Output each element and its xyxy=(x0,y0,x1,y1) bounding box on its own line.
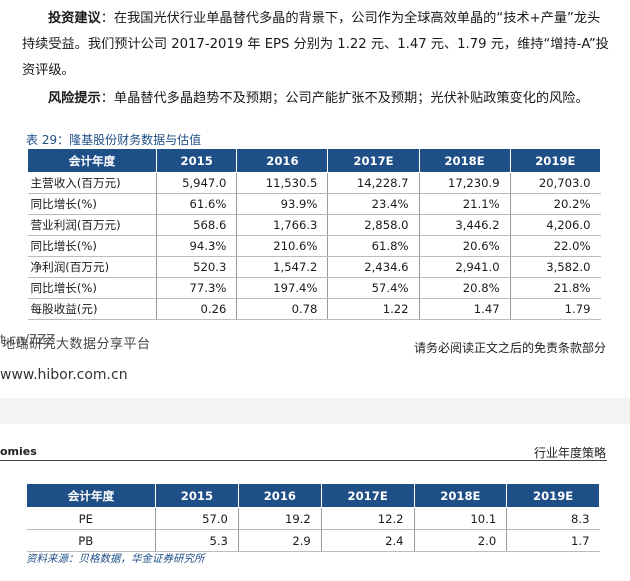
table-cell: 2,858.0 xyxy=(327,214,420,236)
table-cell: 57.4% xyxy=(327,277,420,299)
table-cell: 61.6% xyxy=(155,193,237,215)
table-cell: 20.8% xyxy=(418,277,511,299)
row-label: 每股收益(元) xyxy=(27,298,157,320)
table-row: 净利润(百万元) 520.3 1,547.2 2,434.6 2,941.0 3,582.… xyxy=(27,256,601,278)
row-label: 主营收入(百万元) xyxy=(27,172,157,194)
investment-advice-text: ：在我国光伏行业单晶替代多晶的背景下，公司作为全球高效单晶的“技术+产量”龙头持… xyxy=(22,11,609,78)
table-cell: 77.3% xyxy=(155,277,237,299)
table-cell: 2.9 xyxy=(237,529,322,552)
financial-table: 会计年度 2015 2016 2017E 2018E 2019E 主营收入(百万元) 5,9… xyxy=(27,148,602,320)
header-cell-year: 2018E xyxy=(418,148,511,173)
table-row: 同比增长(%) 77.3% 197.4% 57.4% 20.8% 21.8% xyxy=(27,277,601,299)
table-row: 营业利润(百万元) 568.6 1,766.3 2,858.0 3,446.2 4,206… xyxy=(27,214,601,236)
table-cell: 0.26 xyxy=(155,298,237,320)
table-cell: 12.2 xyxy=(320,507,415,530)
table-cell: 8.3 xyxy=(506,507,600,530)
investment-advice-label: 投资建议 xyxy=(48,11,101,26)
header-cell-year: 2015 xyxy=(155,148,238,173)
table-cell: 20.2% xyxy=(509,193,601,215)
table-cell: 1.79 xyxy=(509,298,601,320)
risk-warning-text: ：单晶替代多晶趋势不及预期；公司产能扩张不及预期；光伏补贴政策变化的风险。 xyxy=(100,91,589,106)
table-cell: 0.78 xyxy=(236,298,328,320)
valuation-table-body: PE 57.0 19.2 12.2 10.1 8.3 PB 5.3 2.9 2.4 2.0 1.7 xyxy=(26,507,600,552)
header-cell-year: 2016 xyxy=(237,483,322,508)
table-cell: 10.1 xyxy=(413,507,507,530)
table-cell: 94.3% xyxy=(155,235,237,257)
table-cell: 2.0 xyxy=(413,529,507,552)
header-cell-year: 2017E xyxy=(327,148,420,173)
header-cell-year: 2019E xyxy=(509,148,602,173)
table-cell: 5,947.0 xyxy=(155,172,237,194)
source-note: 资料来源：贝格数据，华金证券研究所 xyxy=(26,553,205,565)
valuation-table-header-row: 会计年度 2015 2016 2017E 2018E 2019E xyxy=(26,483,600,508)
table-cell: 20.6% xyxy=(418,235,511,257)
table-cell: 1,766.3 xyxy=(236,214,328,236)
table-cell: 2,434.6 xyxy=(327,256,420,278)
header-cell-year: 2018E xyxy=(413,483,508,508)
table-cell: 3,446.2 xyxy=(418,214,511,236)
page-break-band xyxy=(0,398,630,424)
table-row: 主营收入(百万元) 5,947.0 11,530.5 14,228.7 17,230.9… xyxy=(27,172,601,194)
table-cell: 3,582.0 xyxy=(509,256,601,278)
header-cell-year-label: 会计年度 xyxy=(26,483,156,508)
table-row: PB 5.3 2.9 2.4 2.0 1.7 xyxy=(26,529,600,552)
valuation-table: 会计年度 2015 2016 2017E 2018E 2019E PE 57.0 19.2 12… xyxy=(26,483,600,552)
table-cell: 520.3 xyxy=(155,256,237,278)
table-cell: 61.8% xyxy=(327,235,420,257)
table-cell: 2.4 xyxy=(320,529,415,552)
table-row: 同比增长(%) 61.6% 93.9% 23.4% 21.1% 20.2% xyxy=(27,193,601,215)
watermark-back-text: t.cn/7ZZ xyxy=(0,333,56,348)
header-cell-year: 2019E xyxy=(506,483,600,508)
table-cell: 21.8% xyxy=(509,277,601,299)
table-cell: 23.4% xyxy=(327,193,420,215)
table-cell: 4,206.0 xyxy=(509,214,601,236)
row-label: 同比增长(%) xyxy=(27,277,157,299)
row-label: PB xyxy=(26,529,156,552)
row-label: 同比增长(%) xyxy=(27,193,157,215)
page2-header-rule xyxy=(0,460,607,461)
table-cell: 19.2 xyxy=(237,507,322,530)
table-cell: 1.22 xyxy=(327,298,420,320)
table-cell: 11,530.5 xyxy=(236,172,328,194)
table-row: 每股收益(元) 0.26 0.78 1.22 1.47 1.79 xyxy=(27,298,601,320)
table-row: PE 57.0 19.2 12.2 10.1 8.3 xyxy=(26,507,600,530)
table-cell: 22.0% xyxy=(509,235,601,257)
table-cell: 17,230.9 xyxy=(418,172,511,194)
page2-header-left: omies xyxy=(0,445,37,458)
header-cell-year: 2016 xyxy=(236,148,329,173)
table-cell: 1.47 xyxy=(418,298,511,320)
disclaimer-text: 请务必阅读正文之后的免责条款部分 xyxy=(413,341,606,355)
table-cell: 21.1% xyxy=(418,193,511,215)
row-label: PE xyxy=(26,507,156,530)
table-row: 同比增长(%) 94.3% 210.6% 61.8% 20.6% 22.0% xyxy=(27,235,601,257)
row-label: 同比增长(%) xyxy=(27,235,157,257)
table-cell: 197.4% xyxy=(236,277,328,299)
table-cell: 57.0 xyxy=(155,507,239,530)
financial-table-body: 主营收入(百万元) 5,947.0 11,530.5 14,228.7 17,230.9… xyxy=(27,172,601,320)
table-cell: 93.9% xyxy=(236,193,328,215)
row-label: 营业利润(百万元) xyxy=(27,214,157,236)
row-label: 净利润(百万元) xyxy=(27,256,157,278)
table-cell: 1,547.2 xyxy=(236,256,328,278)
financial-table-title: 表 29：隆基股份财务数据与估值 xyxy=(26,133,202,147)
risk-warning-paragraph: 风险提示：单晶替代多晶趋势不及预期；公司产能扩张不及预期；光伏补贴政策变化的风险… xyxy=(22,86,612,112)
watermark-front-text: 地端研究大数据分享平台 xyxy=(2,337,151,352)
table-cell: 14,228.7 xyxy=(327,172,420,194)
site-url: www.hibor.com.cn xyxy=(0,367,128,383)
header-cell-year: 2017E xyxy=(320,483,415,508)
table-cell: 1.7 xyxy=(506,529,600,552)
page2-header-right: 行业年度策略 xyxy=(533,446,606,460)
header-cell-year-label: 会计年度 xyxy=(27,148,157,173)
table-cell: 2,941.0 xyxy=(418,256,511,278)
table-cell: 20,703.0 xyxy=(509,172,601,194)
investment-advice-paragraph: 投资建议：在我国光伏行业单晶替代多晶的背景下，公司作为全球高效单晶的“技术+产量… xyxy=(22,6,612,84)
header-cell-year: 2015 xyxy=(155,483,239,508)
table-cell: 5.3 xyxy=(155,529,239,552)
table-cell: 568.6 xyxy=(155,214,237,236)
financial-table-header-row: 会计年度 2015 2016 2017E 2018E 2019E xyxy=(27,148,602,173)
table-cell: 210.6% xyxy=(236,235,328,257)
risk-warning-label: 风险提示 xyxy=(48,91,101,106)
